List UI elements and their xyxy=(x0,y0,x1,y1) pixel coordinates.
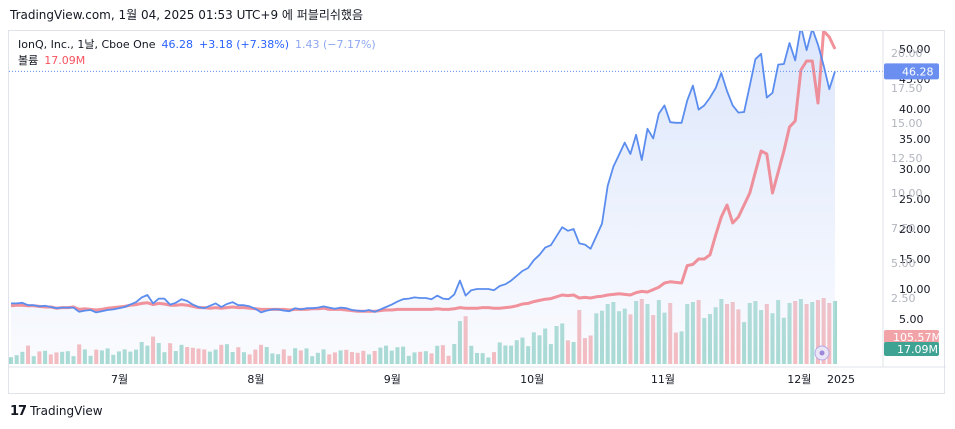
legend-symbol-name[interactable]: IonQ, Inc., 1날, Cboe One xyxy=(18,38,156,51)
volume-badge-label: 17.09M xyxy=(897,343,938,356)
price-scale-tick: 25.00 xyxy=(899,193,931,206)
time-axis-label: 7월 xyxy=(111,373,128,386)
chart-frame: 50.00 45.00 40.00 35.00 30.00 25.00 20.00 15.00… xyxy=(8,30,946,395)
tradingview-logo-text[interactable]: TradingView xyxy=(30,404,103,418)
comparison-scale-tick: 2.50 xyxy=(891,292,916,305)
price-scale-tick: 20.00 xyxy=(899,223,931,236)
legend-volume-row: 볼륨 17.09M xyxy=(18,52,376,68)
tradingview-footer: 17 TradingView xyxy=(10,402,103,420)
time-axis-label: 8월 xyxy=(247,373,264,386)
main-series-line xyxy=(11,31,836,314)
comparison-scale-tick: 10.00 xyxy=(891,187,923,200)
price-chart[interactable]: 50.0045.0040.0035.0030.0025.0020.0015.00… xyxy=(9,31,946,395)
tradingview-logo-icon[interactable]: 17 xyxy=(10,403,27,419)
legend-volume-label[interactable]: 볼륨 xyxy=(18,54,39,67)
main-series-area xyxy=(11,31,835,364)
price-scale-tick: 5.00 xyxy=(899,313,924,326)
last-price-badge-label: 46.28 xyxy=(902,65,934,78)
comparison-series-line xyxy=(10,31,837,313)
time-axis-label: 11월 xyxy=(651,373,675,386)
price-scale-tick: 15.00 xyxy=(899,253,931,266)
chart-legend: IonQ, Inc., 1날, Cboe One 46.28 +3.18 (+7… xyxy=(18,36,376,68)
comparison-volume-badge xyxy=(884,330,939,343)
time-axis-label: 10월 xyxy=(520,373,544,386)
last-price-badge xyxy=(884,63,939,80)
legend-comparison-change: 1.43 (−7.17%) xyxy=(294,37,376,51)
time-axis-label: 9월 xyxy=(384,373,401,386)
price-scale-tick: 35.00 xyxy=(899,133,931,146)
event-marker-dot-icon xyxy=(819,350,825,356)
publish-header: TradingView.com, 1월 04, 2025 01:53 UTC+9… xyxy=(10,8,364,22)
comparison-scale-tick: 15.00 xyxy=(891,117,923,130)
comparison-scale-tick: 7.50 xyxy=(891,222,916,235)
volume-badge xyxy=(884,342,939,356)
comparison-scale-tick: 17.50 xyxy=(891,82,923,95)
legend-last-price: 46.28 xyxy=(161,37,194,51)
comparison-scale-tick: 5.00 xyxy=(891,257,916,270)
time-axis-label: 2025 xyxy=(827,373,855,386)
price-scale-tick: 10.00 xyxy=(899,283,931,296)
price-scale-tick: 40.00 xyxy=(899,103,931,116)
time-axis-label: 12월 xyxy=(787,373,811,386)
legend-volume-value: 17.09M xyxy=(44,53,86,67)
legend-main-row: IonQ, Inc., 1날, Cboe One 46.28 +3.18 (+7… xyxy=(18,36,376,52)
comparison-scale-tick: 20.00 xyxy=(891,47,923,60)
price-scale-tick: 50.00 xyxy=(899,43,931,56)
price-scale-tick: 30.00 xyxy=(899,163,931,176)
comparison-scale-tick: 12.50 xyxy=(891,152,923,165)
comparison-volume-badge-label: 105.57M xyxy=(893,331,941,344)
legend-price-change: +3.18 (+7.38%) xyxy=(199,37,289,51)
